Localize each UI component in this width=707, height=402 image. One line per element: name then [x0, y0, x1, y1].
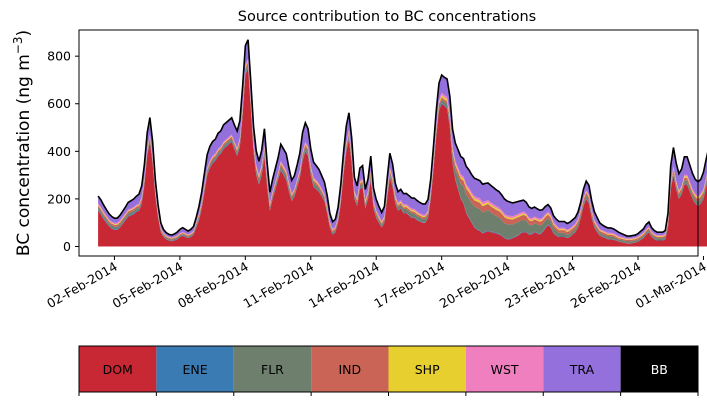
x-tick-label: 08-Feb-2014: [175, 259, 251, 311]
x-tick-label: 01-Mar-2014: [633, 259, 707, 312]
y-axis-label: BC concentration (ng m−3): [11, 30, 34, 256]
legend-label-shp: SHP: [415, 362, 440, 377]
legend-label-ene: ENE: [182, 362, 207, 377]
chart-title: Source contribution to BC concentrations: [238, 9, 536, 25]
legend-swatch-bb: [620, 346, 698, 392]
x-tick-label: 02-Feb-2014: [44, 259, 120, 311]
y-axis: 0 200 400 600 800: [47, 49, 79, 254]
source-legend-bar: DOM ENE FLR IND SHP WST TRA BB: [78, 345, 699, 396]
legend-label-ind: IND: [338, 362, 361, 377]
area-tra: [98, 39, 707, 239]
y-tick-label: 200: [47, 191, 71, 206]
x-tick-label: 20-Feb-2014: [437, 259, 513, 311]
legend-swatch-tra: [543, 346, 621, 392]
x-axis: 02-Feb-201405-Feb-201408-Feb-201411-Feb-…: [44, 256, 707, 311]
x-tick-label: 17-Feb-2014: [371, 259, 447, 311]
total-bc-line: [97, 39, 707, 237]
y-tick-label: 400: [47, 144, 71, 159]
legend-swatch-flr: [233, 346, 312, 392]
x-tick-label: 11-Feb-2014: [240, 259, 316, 311]
legend-label-tra: TRA: [569, 362, 595, 377]
plot-frame: [78, 29, 699, 257]
x-tick-label: 23-Feb-2014: [502, 259, 578, 311]
x-tick-label: 05-Feb-2014: [110, 259, 186, 311]
x-tick-label: 26-Feb-2014: [568, 259, 644, 311]
x-tick-label: 14-Feb-2014: [306, 259, 382, 311]
legend-swatch-ene: [156, 346, 234, 392]
area-wst: [98, 58, 707, 240]
y-tick-label: 800: [47, 49, 71, 64]
legend-swatch-wst: [465, 346, 544, 392]
legend-label-bb: BB: [651, 362, 668, 377]
legend-label-wst: WST: [491, 362, 519, 377]
legend-swatch-shp: [388, 346, 466, 392]
legend-label-dom: DOM: [103, 362, 133, 377]
stacked-areas: [98, 39, 707, 247]
legend-swatch-dom: [79, 346, 157, 392]
legend-swatch-ind: [311, 346, 389, 392]
y-tick-label: 600: [47, 96, 71, 111]
area-dom: [98, 68, 707, 247]
legend-label-flr: FLR: [261, 362, 284, 377]
y-tick-label: 0: [63, 239, 71, 254]
